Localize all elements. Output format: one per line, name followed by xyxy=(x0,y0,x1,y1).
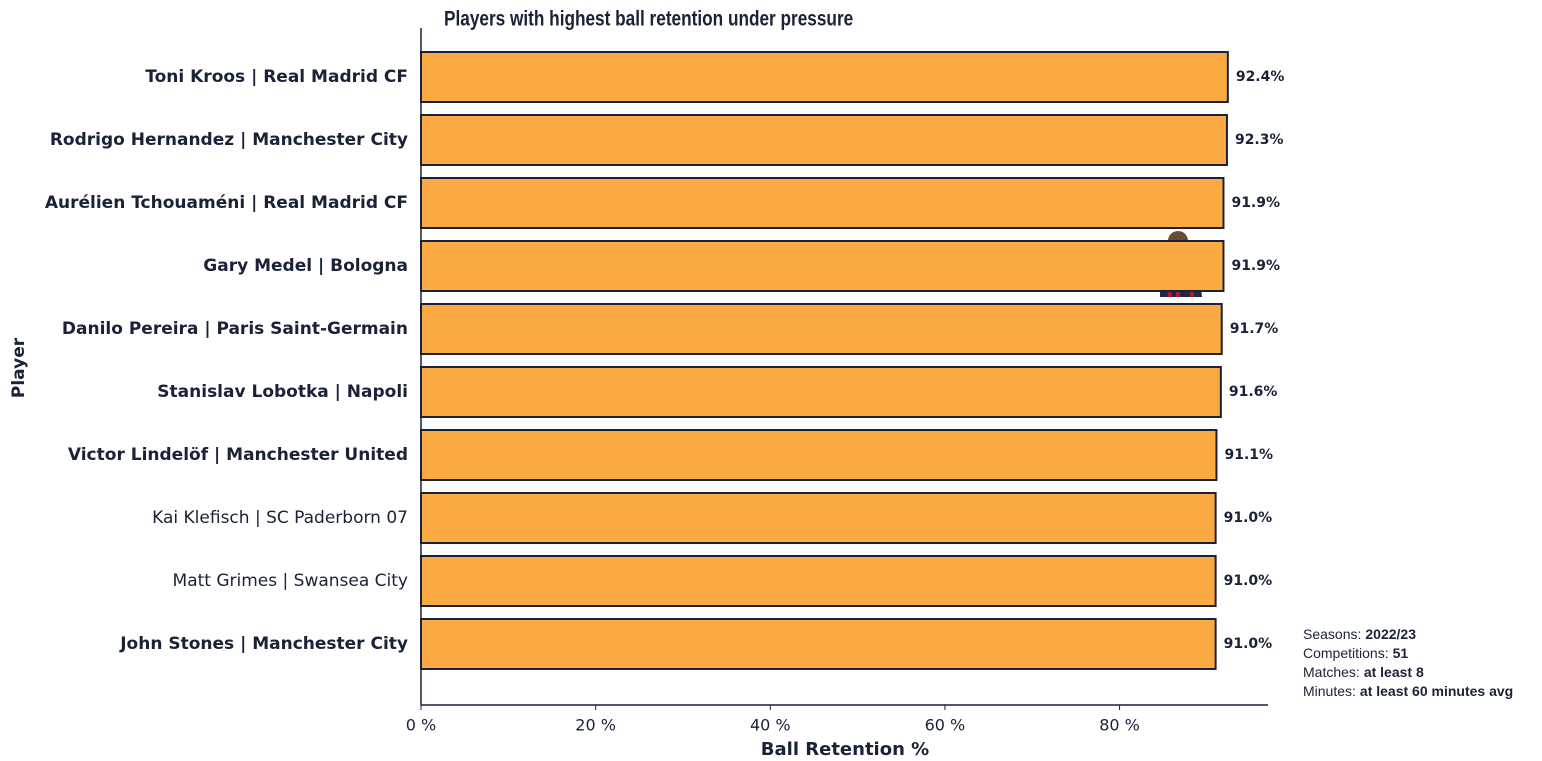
x-tick-label: 80 % xyxy=(1099,716,1140,735)
y-tick-label: Victor Lindelöf | Manchester United xyxy=(68,445,408,465)
y-tick-label: John Stones | Manchester City xyxy=(119,634,408,654)
y-tick-label: Kai Klefisch | SC Paderborn 07 xyxy=(152,508,408,528)
bar xyxy=(420,429,1218,481)
note-value: at least 60 minutes avg xyxy=(1360,683,1513,699)
bar xyxy=(420,492,1217,544)
bar xyxy=(420,618,1217,670)
bar xyxy=(420,303,1223,355)
note-label: Seasons: xyxy=(1303,626,1361,642)
note: Seasons: 2022/23 xyxy=(1303,626,1416,642)
bar xyxy=(420,114,1228,166)
note-label: Matches: xyxy=(1303,664,1360,680)
bar xyxy=(420,366,1222,418)
note: Matches: at least 8 xyxy=(1303,664,1424,680)
note: Minutes: at least 60 minutes avg xyxy=(1303,683,1513,699)
note-value: 51 xyxy=(1393,645,1409,661)
bar xyxy=(420,240,1225,292)
value-label: 92.4% xyxy=(1236,69,1285,85)
y-tick-label: Danilo Pereira | Paris Saint-Germain xyxy=(62,319,408,339)
value-label: 91.0% xyxy=(1224,510,1273,526)
y-tick-label: Aurélien Tchouaméni | Real Madrid CF xyxy=(45,193,408,213)
y-axis-label: Player xyxy=(9,337,29,398)
note: Competitions: 51 xyxy=(1303,645,1408,661)
x-tick-label: 20 % xyxy=(575,716,616,735)
value-label: 91.6% xyxy=(1229,384,1278,400)
bar xyxy=(420,177,1225,229)
note-value: at least 8 xyxy=(1364,664,1424,680)
value-label: 91.0% xyxy=(1224,573,1273,589)
chart-title: Players with highest ball retention unde… xyxy=(444,8,854,31)
y-tick-label: Rodrigo Hernandez | Manchester City xyxy=(50,130,408,150)
value-label: 91.9% xyxy=(1231,258,1280,274)
value-label: 92.3% xyxy=(1235,132,1284,148)
x-tick-label: 60 % xyxy=(925,716,966,735)
bar xyxy=(420,555,1217,607)
x-tick-label: 40 % xyxy=(750,716,791,735)
x-axis-label: Ball Retention % xyxy=(761,739,929,760)
note-value: 2022/23 xyxy=(1365,626,1416,642)
value-label: 91.1% xyxy=(1224,447,1273,463)
note-label: Minutes: xyxy=(1303,683,1356,699)
y-tick-label: Stanislav Lobotka | Napoli xyxy=(157,382,408,402)
value-label: 91.9% xyxy=(1231,195,1280,211)
value-label: 91.7% xyxy=(1230,321,1279,337)
value-label: 91.0% xyxy=(1224,636,1273,652)
x-tick-label: 0 % xyxy=(406,716,436,735)
bar xyxy=(420,51,1229,103)
y-tick-label: Gary Medel | Bologna xyxy=(203,256,408,276)
y-tick-label: Toni Kroos | Real Madrid CF xyxy=(145,67,408,87)
notes: Seasons: 2022/23 Competitions: 51 Matches: at… xyxy=(1303,626,1513,699)
note-label: Competitions: xyxy=(1303,645,1389,661)
y-tick-label: Matt Grimes | Swansea City xyxy=(173,571,408,591)
